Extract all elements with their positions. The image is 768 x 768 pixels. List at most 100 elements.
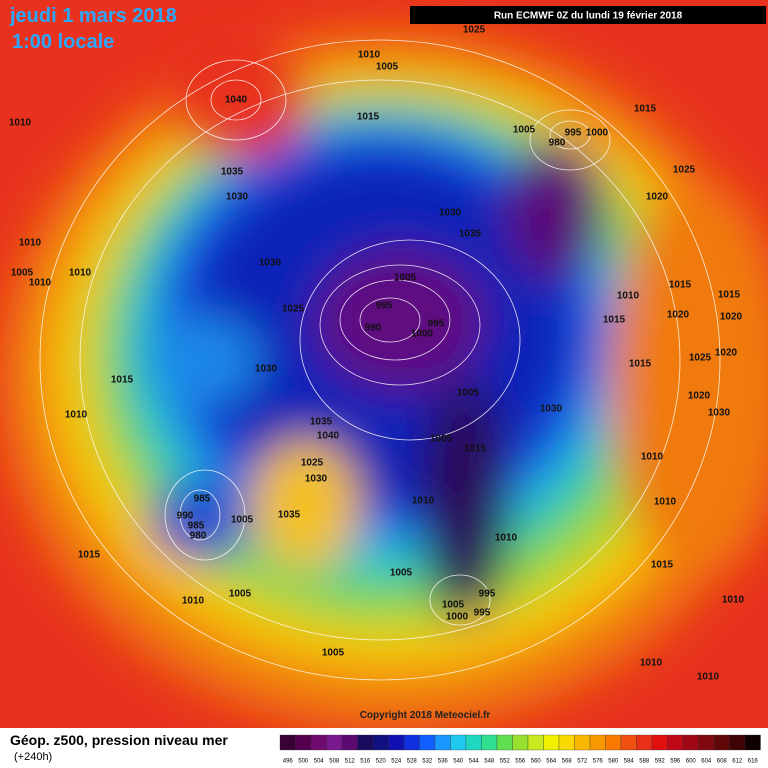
- isobar-label: 1035: [310, 417, 333, 428]
- legend-swatch: [310, 734, 327, 751]
- isobar-label: 1005: [229, 589, 252, 600]
- legend-swatch: [713, 734, 730, 751]
- legend-label: 524: [391, 759, 402, 765]
- isobar-label: 1005: [11, 268, 34, 279]
- valid-date: jeudi 1 mars 2018: [9, 5, 177, 27]
- isobar-label: 1015: [651, 560, 674, 571]
- legend-swatch: [620, 734, 637, 751]
- isobar-label: 1010: [19, 238, 42, 249]
- legend-swatch: [279, 734, 296, 751]
- legend-label: 508: [329, 759, 340, 765]
- isobar-label: 1010: [640, 658, 663, 669]
- isobar-label: 1015: [718, 290, 741, 301]
- legend-swatch: [589, 734, 606, 751]
- legend-label: 556: [515, 759, 526, 765]
- isobar-label: 1015: [357, 112, 380, 123]
- isobar-label: 1010: [358, 50, 381, 61]
- isobar-label: 1010: [69, 268, 92, 279]
- isobar-label: 1010: [722, 595, 745, 606]
- legend-swatch: [527, 734, 544, 751]
- isobar-label: 1020: [646, 192, 669, 203]
- isobar-label: 1030: [540, 404, 563, 415]
- isobar-label: 1030: [255, 364, 278, 375]
- isobar-label: 1015: [669, 280, 692, 291]
- isobar-label: 1025: [689, 353, 712, 364]
- legend-swatch: [481, 734, 498, 751]
- legend-swatch: [651, 734, 668, 751]
- legend-label: 552: [500, 759, 511, 765]
- isobar-label: 1010: [641, 452, 664, 463]
- isobar-label: 1015: [111, 375, 134, 386]
- legend-swatch: [698, 734, 715, 751]
- valid-time: 1:00 locale: [12, 31, 114, 53]
- isobar-label: 1010: [495, 533, 518, 544]
- isobar-label: 1035: [459, 229, 482, 240]
- product-title: Géop. z500, pression niveau mer: [10, 732, 228, 748]
- legend-label: 588: [639, 759, 650, 765]
- isobar-label: 1020: [720, 312, 743, 323]
- isobar-label: 1010: [182, 596, 205, 607]
- legend-label: 536: [438, 759, 449, 765]
- legend-label: 520: [376, 759, 387, 765]
- isobar-label: 985: [188, 521, 205, 532]
- isobar-label: 1010: [65, 410, 88, 421]
- legend-swatch: [434, 734, 451, 751]
- legend-label: 580: [608, 759, 619, 765]
- isobar-label: 1020: [688, 391, 711, 402]
- isobar-label: 1020: [667, 310, 690, 321]
- isobar-label: 1010: [9, 118, 32, 129]
- isobar-label: 1015: [629, 359, 652, 370]
- legend-label: 560: [531, 759, 542, 765]
- isobar-label: 1020: [715, 348, 738, 359]
- isobar-label: 995: [565, 128, 582, 139]
- isobar-label: 1005: [457, 388, 480, 399]
- legend-swatch: [667, 734, 684, 751]
- isobar-label: 1005: [231, 515, 254, 526]
- isobar-label: 980: [190, 531, 207, 542]
- isobar-label: 1040: [225, 95, 248, 106]
- legend-label: 572: [577, 759, 588, 765]
- legend-swatch: [295, 734, 312, 751]
- legend-label: 596: [670, 759, 681, 765]
- isobar-label: 1005: [442, 600, 465, 611]
- isobar-label: 995: [479, 589, 496, 600]
- isobar-label: 1025: [463, 25, 486, 36]
- isobar-label: 980: [549, 138, 566, 149]
- legend-swatch: [450, 734, 467, 751]
- legend-label: 496: [283, 759, 294, 765]
- legend-swatch: [496, 734, 513, 751]
- isobar-label: 1005: [322, 648, 345, 659]
- copyright: Copyright 2018 Meteociel.fr: [360, 710, 491, 721]
- isobar-label: 1025: [282, 304, 305, 315]
- legend-label: 600: [686, 759, 697, 765]
- isobar-label: 1015: [464, 444, 487, 455]
- lead-time: (+240h): [14, 751, 52, 763]
- legend-label: 544: [469, 759, 480, 765]
- isobar-label: 1010: [617, 291, 640, 302]
- legend-swatch: [744, 734, 761, 751]
- isobar-label: 1005: [390, 568, 413, 579]
- isobar-label: 995: [428, 319, 445, 330]
- legend-swatch: [403, 734, 420, 751]
- legend-swatch: [357, 734, 374, 751]
- legend-swatch: [605, 734, 622, 751]
- isobar-label: 1005: [376, 62, 399, 73]
- legend-swatch: [682, 734, 699, 751]
- isobar-label: 1010: [29, 278, 52, 289]
- legend-swatch: [543, 734, 560, 751]
- legend-label: 512: [345, 759, 356, 765]
- legend-label: 504: [314, 759, 325, 765]
- legend-label: 564: [546, 759, 557, 765]
- isobar-label: 995: [474, 608, 491, 619]
- isobar-label: 1015: [603, 315, 626, 326]
- isobar-label: 1030: [305, 474, 328, 485]
- isobar-label: 1005: [513, 125, 536, 136]
- legend-label: 584: [624, 759, 635, 765]
- isobar-label: 1025: [673, 165, 696, 176]
- legend-swatch: [558, 734, 575, 751]
- legend-swatch: [574, 734, 591, 751]
- isobar-label: 990: [365, 323, 382, 334]
